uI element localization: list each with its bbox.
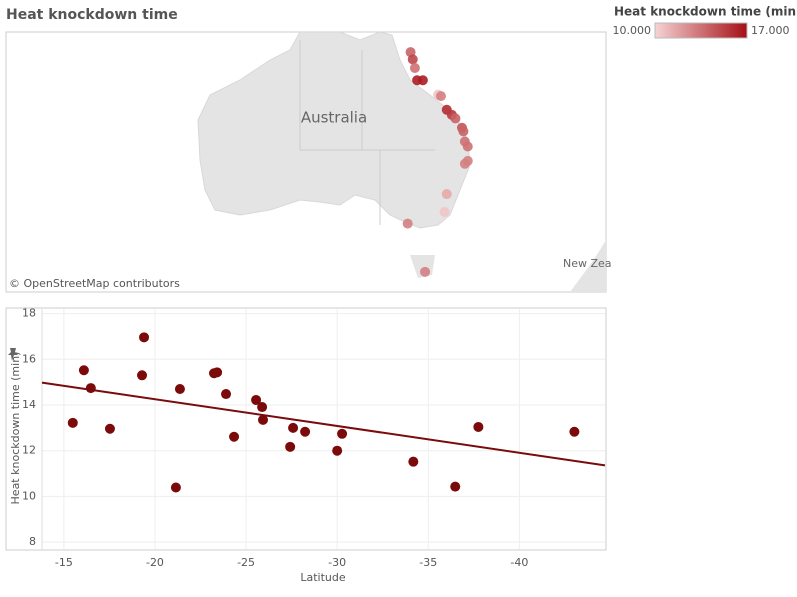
attribution: © OpenStreetMap contributors: [9, 277, 180, 290]
point: [85, 383, 96, 394]
point: [139, 332, 150, 343]
map-point: [409, 63, 420, 74]
point: [170, 482, 181, 493]
point: [450, 481, 461, 492]
pin-icon: [8, 348, 18, 361]
scatter: -15 -20 -25 -30 -35 -40 8 10 12 14 16 18: [22, 307, 606, 569]
point: [257, 402, 268, 413]
point: [285, 441, 296, 452]
map-point: [435, 91, 446, 102]
point: [569, 426, 580, 437]
map-point: [441, 189, 452, 200]
map-point: [462, 141, 473, 152]
y-tick-label: 8: [29, 535, 36, 548]
x-tick-label: -20: [146, 556, 164, 569]
legend-max: 17.000: [751, 24, 790, 37]
point: [258, 414, 269, 425]
y-tick-label: 10: [22, 489, 36, 502]
y-tick-label: 14: [22, 398, 36, 411]
point: [78, 365, 89, 376]
point: [332, 445, 343, 456]
y-tick-label: 16: [22, 352, 36, 365]
map-label: Australia: [301, 109, 367, 127]
point: [137, 370, 148, 381]
x-axis-title: Latitude: [300, 571, 346, 584]
point: [408, 456, 419, 467]
point: [337, 428, 348, 439]
point: [288, 422, 299, 433]
point: [104, 423, 115, 434]
map-label: New Zea: [563, 257, 612, 270]
x-tick-label: -30: [328, 556, 346, 569]
map-point: [458, 126, 469, 137]
y-axis-title: Heat knockdown time (min): [9, 352, 22, 505]
map-point: [450, 113, 461, 124]
trend-line: [41, 381, 606, 467]
map-point: [420, 266, 431, 277]
x-tick-label: -15: [55, 556, 73, 569]
map-point: [407, 54, 418, 65]
color-legend: [654, 22, 748, 39]
map-point: [417, 75, 428, 86]
x-tick-label: -25: [237, 556, 255, 569]
dashboard-title: Heat knockdown time: [6, 7, 178, 23]
x-tick-label: -40: [510, 556, 528, 569]
map-points: [402, 47, 473, 277]
point: [251, 394, 262, 405]
point: [300, 426, 311, 437]
legend-title: Heat knockdown time (min): [614, 5, 797, 19]
point: [221, 389, 232, 400]
y-tick-label: 12: [22, 444, 36, 457]
map-point: [459, 158, 470, 169]
x-tick-label: -35: [419, 556, 437, 569]
map-point: [439, 207, 450, 218]
point: [212, 367, 223, 378]
point: [67, 417, 78, 428]
point: [174, 384, 185, 394]
point: [229, 431, 240, 442]
y-tick-label: 18: [22, 307, 36, 320]
map-point: [402, 218, 413, 229]
point: [473, 421, 484, 432]
legend-min: 10.000: [613, 24, 652, 37]
